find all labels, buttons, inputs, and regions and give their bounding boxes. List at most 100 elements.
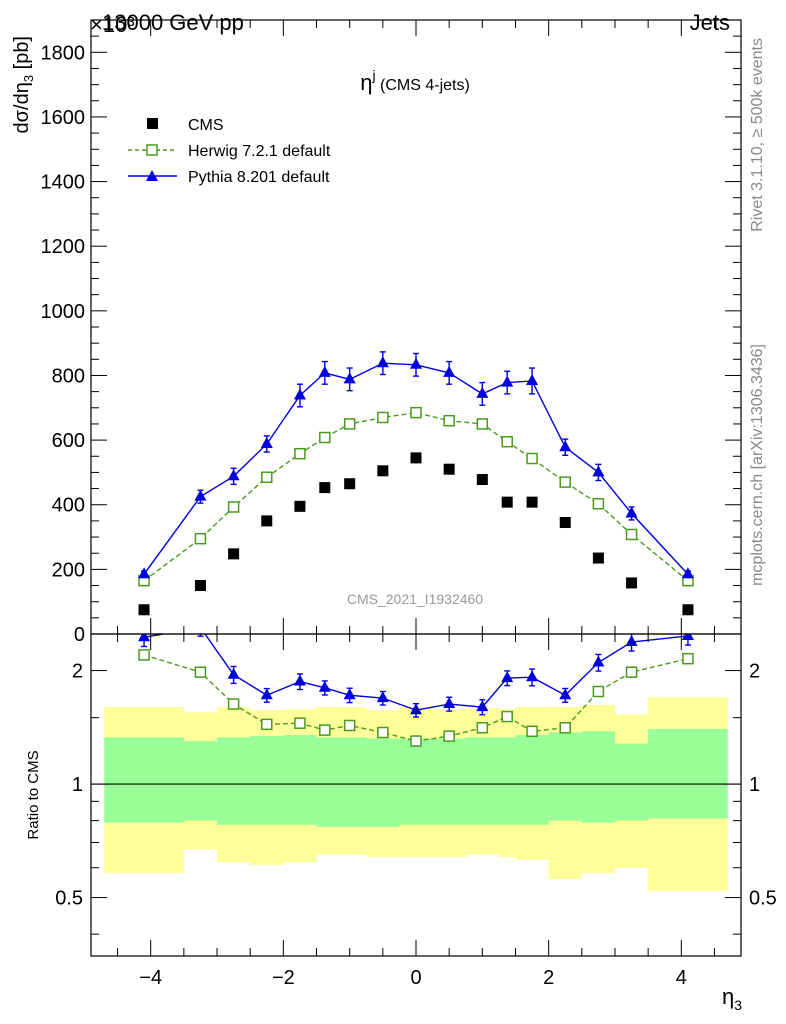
herwig-point <box>443 414 455 427</box>
ratio-herwig-point <box>227 698 240 710</box>
ratio-series <box>138 634 694 747</box>
ratio-pythia-point <box>681 634 694 640</box>
ratio-panel: −4 −2 0 2 4 0.5 0.5 1 1 2 2 <box>55 633 777 989</box>
ratio-pythia-point <box>559 688 572 700</box>
cms-point <box>592 552 604 564</box>
herwig-point <box>526 452 538 465</box>
ratio-herwig-point <box>194 666 207 678</box>
band-inner <box>283 734 317 825</box>
main-frame <box>90 19 742 635</box>
ratio-pythia-point <box>501 671 514 683</box>
ratio-herwig-point <box>319 724 331 736</box>
y-axis-label-main-sub: 3 <box>21 75 36 82</box>
y-tick-label-ratio-right: 2 <box>749 661 760 683</box>
x-axis-label-text: η <box>722 984 734 1009</box>
ratio-herwig-point <box>377 726 389 739</box>
legend: CMS Herwig 7.2.1 default Pythia 8.201 de… <box>128 117 331 186</box>
herwig-point <box>377 411 389 424</box>
band-inner <box>548 732 582 821</box>
plot-title: ηj (CMS 4-jets) <box>360 67 470 95</box>
pythia-point <box>501 375 514 387</box>
y-tick-label-ratio-right: 1 <box>749 774 760 796</box>
legend-pythia-label: Pythia 8.201 default <box>188 169 330 186</box>
pythia-point <box>293 388 306 400</box>
cms-point <box>559 517 571 529</box>
band-inner <box>250 736 284 825</box>
pythia-point <box>410 357 422 369</box>
legend-herwig-label: Herwig 7.2.1 default <box>188 143 331 160</box>
ratio-herwig-point <box>559 722 571 734</box>
cms-point <box>228 548 240 560</box>
header-right: Jets <box>690 10 730 35</box>
plot-title-sup: j <box>371 67 375 83</box>
x-axis-label: η3 <box>722 984 742 1013</box>
ratio-herwig-point <box>592 685 605 698</box>
legend-cms-label: CMS <box>188 117 224 134</box>
pythia-point <box>592 465 605 477</box>
ratio-pythia-point <box>410 703 422 715</box>
plot-title-rest: (CMS 4-jets) <box>376 77 470 94</box>
y-tick-label-ratio: 1 <box>72 774 83 796</box>
pythia-point <box>194 489 207 501</box>
band-inner <box>366 738 400 827</box>
ratio-bands <box>104 697 728 892</box>
ratio-herwig-point <box>625 666 638 678</box>
cms-point <box>443 463 455 475</box>
herwig-point <box>319 431 331 444</box>
plot-title-main: η <box>360 70 372 95</box>
band-inner <box>333 737 367 827</box>
ratio-herwig-point <box>138 649 150 661</box>
x-tick-label: 4 <box>676 967 687 989</box>
herwig-point <box>592 498 605 510</box>
y-tick-label-main: 600 <box>52 430 85 452</box>
main-series <box>138 351 694 616</box>
cms-point <box>294 500 306 512</box>
herwig-point <box>559 476 571 488</box>
herwig-point <box>194 532 207 545</box>
x-axis-label-sub: 3 <box>734 997 742 1013</box>
ratio-herwig-point <box>343 719 356 732</box>
band-inner <box>465 737 499 825</box>
band-inner <box>614 743 649 821</box>
ratio-pythia-point <box>376 691 389 703</box>
herwig-point <box>625 528 638 541</box>
pythia-point <box>260 436 273 448</box>
band-inner <box>316 737 334 827</box>
ratio-pythia-point <box>318 680 331 692</box>
y-tick-label-main: 400 <box>52 495 85 517</box>
mcplots-label: mcplots.cern.ch [arXiv:1306.3436] <box>749 344 766 586</box>
band-inner <box>581 731 615 823</box>
pythia-point <box>343 372 356 384</box>
ratio-herwig-point <box>501 710 513 723</box>
rivet-label: Rivet 3.1.10, ≥ 500k events <box>749 38 766 232</box>
cms-point <box>377 465 389 477</box>
herwig-point <box>227 501 240 513</box>
cms-point <box>261 515 273 527</box>
x-tick-label: −2 <box>272 967 295 989</box>
band-inner <box>648 728 728 819</box>
herwig-point <box>343 418 356 430</box>
y-axis-label-main-text: dσ/dη <box>11 82 33 133</box>
pythia-point <box>559 440 572 452</box>
legend-cms-marker <box>147 118 158 129</box>
header-exponent: ×10³ <box>90 12 135 37</box>
ratio-herwig-point <box>526 725 538 738</box>
y-tick-label-main: 1800 <box>41 42 86 64</box>
ratio-pythia-point <box>443 697 456 709</box>
pythia-point <box>625 506 638 518</box>
main-panel: 0 200 400 600 800 1000 1200 1400 1600 1800 <box>41 19 742 646</box>
pythia-point <box>376 356 389 368</box>
band-inner <box>432 738 466 825</box>
pythia-point <box>443 365 456 377</box>
cms-point <box>476 474 488 486</box>
y-tick-label-main: 0 <box>74 624 85 646</box>
y-tick-label-ratio: 2 <box>72 661 83 683</box>
ratio-herwig-point <box>410 735 422 747</box>
y-tick-label-main: 1600 <box>41 107 86 129</box>
ratio-pythia-point <box>260 688 273 700</box>
cms-point <box>319 482 331 494</box>
band-inner <box>498 737 516 825</box>
header-left: 13000 GeV pp <box>102 10 244 35</box>
y-tick-label-main: 1000 <box>41 301 86 323</box>
